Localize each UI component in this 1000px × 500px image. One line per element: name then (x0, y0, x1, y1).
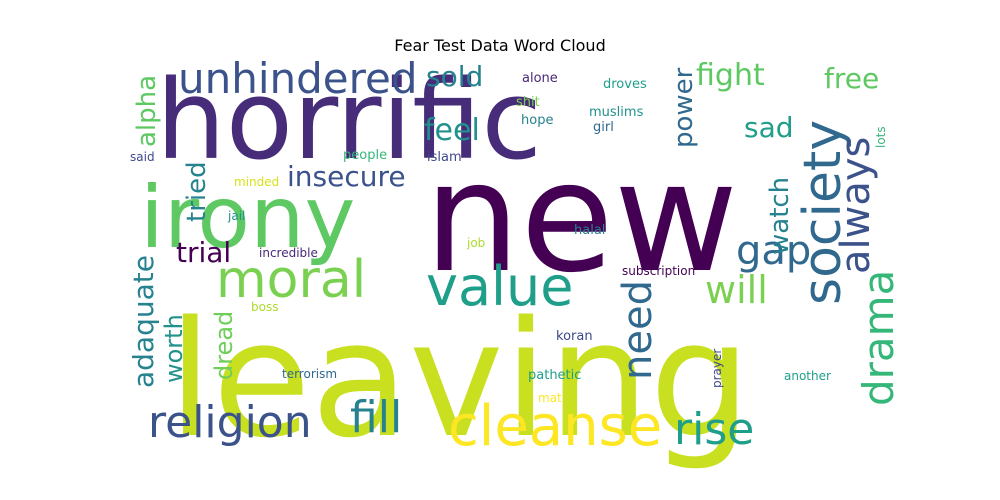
word-fill: fill (350, 392, 402, 443)
word-hope: hope (521, 113, 553, 128)
word-islam: islam (427, 150, 462, 165)
word-people: people (343, 148, 387, 163)
word-sold: sold (426, 60, 483, 93)
word-society: society (793, 120, 853, 305)
word-terrorism: terrorism (282, 367, 337, 381)
word-sad: sad (744, 111, 794, 144)
word-boss: boss (251, 300, 278, 314)
word-gap: gap (736, 228, 811, 274)
word-drama: drama (854, 270, 903, 406)
word-alpha: alpha (132, 75, 162, 147)
word-halal: halal (574, 223, 605, 238)
word-incredible: incredible (259, 246, 318, 260)
word-minded: minded (234, 175, 279, 189)
chart-title: Fear Test Data Word Cloud (394, 36, 606, 55)
word-droves: droves (603, 77, 647, 92)
word-need: need (615, 280, 661, 380)
word-shit: shit (516, 95, 540, 110)
word-value: value (426, 255, 574, 318)
word-insecure: insecure (287, 160, 406, 193)
word-job: job (466, 236, 485, 250)
word-irony: irony (140, 168, 355, 268)
word-power: power (669, 67, 699, 148)
word-trial: trial (176, 236, 231, 269)
word-tried: tried (182, 161, 212, 222)
word-said: said (130, 150, 155, 164)
word-free: free (824, 62, 879, 95)
word-muslims: muslims (589, 105, 644, 120)
word-watch: watch (765, 177, 795, 255)
word-always: always (833, 137, 879, 274)
word-cleanse: cleanse (448, 394, 662, 459)
word-jail: jail (227, 209, 245, 223)
word-another: another (784, 369, 831, 383)
word-fight: fight (696, 58, 765, 93)
word-lots: lots (874, 126, 888, 148)
word-feel: feel (424, 113, 480, 148)
word-new: new (424, 129, 738, 306)
word-moral: moral (216, 250, 366, 310)
word-koran: koran (556, 329, 593, 344)
word-subscription: subscription (622, 264, 695, 278)
word-unhindered: unhindered (178, 54, 418, 103)
word-will: will (705, 268, 768, 312)
word-rise: rise (674, 404, 754, 455)
word-religion: religion (148, 397, 312, 448)
word-leaving: leaving (168, 286, 751, 473)
word-prayer: prayer (710, 349, 724, 388)
word-worth: worth (160, 314, 188, 383)
word-dread: dread (210, 311, 238, 380)
word-horrific: horrific (156, 56, 542, 184)
word-alone: alone (522, 71, 558, 86)
word-girl: girl (593, 120, 614, 135)
word-pathetic: pathetic (528, 368, 581, 383)
word-mat: mat (538, 391, 562, 405)
word-adaquate: adaquate (127, 255, 160, 388)
